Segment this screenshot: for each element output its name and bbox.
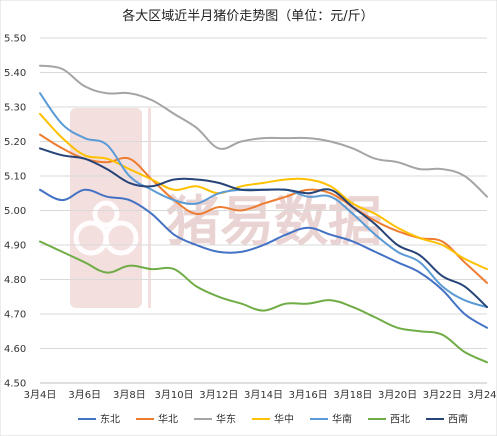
x-tick-label: 3月20日 (378, 389, 417, 401)
y-tick-label: 5.30 (4, 103, 26, 114)
legend-label: 西北 (390, 414, 410, 426)
y-tick-label: 4.70 (4, 310, 26, 321)
y-tick-label: 5.10 (4, 172, 26, 183)
x-tick-label: 3月16日 (289, 389, 328, 401)
x-tick-label: 3月10日 (155, 389, 194, 401)
legend-label: 东北 (100, 413, 120, 426)
legend-label: 华东 (216, 413, 236, 426)
y-tick-label: 5.40 (4, 68, 26, 79)
x-tick-label: 3月4日 (24, 389, 57, 401)
y-tick-label: 4.90 (4, 241, 26, 252)
x-tick-label: 3月18日 (333, 389, 372, 401)
y-tick-label: 5.50 (4, 34, 26, 45)
chart-title: 各大区域近半月猪价走势图（单位：元/斤） (122, 8, 373, 24)
x-tick-label: 3月22日 (423, 389, 462, 401)
legend-item: 华中 (252, 413, 294, 426)
legend-item: 华南 (310, 413, 352, 426)
series-line-1 (39, 188, 488, 329)
legend-item: 西南 (426, 413, 468, 426)
x-tick-label: 3月6日 (68, 389, 101, 401)
y-tick-label: 5.00 (4, 206, 26, 217)
y-tick-label: 4.80 (4, 275, 26, 286)
series-lines (39, 64, 488, 364)
legend-item: 东北 (78, 413, 120, 426)
series-line-3 (39, 64, 488, 198)
axes: 4.50 4.60 4.70 4.80 4.90 5.00 5.10 5.20 5.30 5.40… (4, 34, 497, 402)
legend-item: 西北 (368, 414, 410, 426)
series-line-6 (39, 240, 488, 364)
y-tick-label: 4.60 (4, 344, 26, 355)
y-tick-label: 4.50 (4, 379, 26, 390)
series-line-7 (39, 147, 488, 309)
series-line-4 (39, 112, 488, 271)
x-tick-label: 3月14日 (244, 389, 283, 401)
x-tick-label: 3月8日 (113, 389, 146, 401)
legend-label: 华北 (158, 413, 178, 426)
legend: 东北 华北 华东 华中 华南 西北 西南 (78, 413, 468, 426)
x-tick-label: 3月12日 (199, 389, 238, 401)
legend-item: 华东 (194, 413, 236, 426)
legend-label: 华中 (274, 413, 294, 426)
y-tick-label: 5.20 (4, 137, 26, 148)
x-tick-label: 3月24日 (467, 389, 497, 401)
legend-label: 华南 (332, 413, 352, 426)
legend-item: 华北 (136, 413, 178, 426)
legend-label: 西南 (448, 413, 468, 426)
